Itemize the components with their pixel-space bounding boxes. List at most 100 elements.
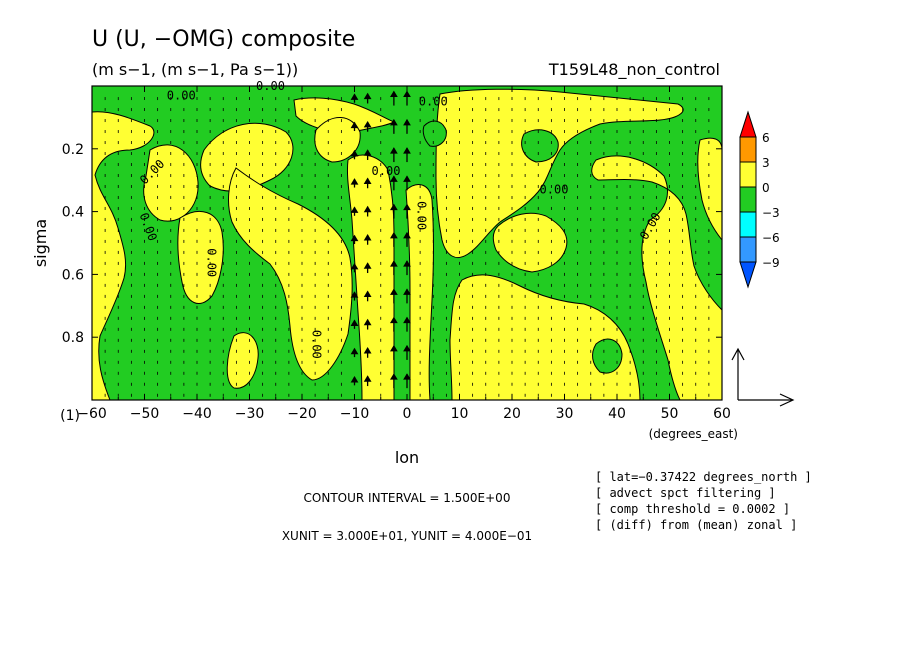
vector-arrowhead bbox=[350, 121, 359, 129]
vector-arrowhead bbox=[403, 260, 411, 267]
vector-arrowhead bbox=[403, 316, 411, 324]
vector-arrowhead bbox=[363, 149, 372, 156]
wind-vectors bbox=[92, 90, 722, 397]
vector-arrowhead bbox=[403, 175, 411, 182]
vector-arrowhead bbox=[363, 233, 372, 241]
vector-arrowhead bbox=[350, 319, 359, 326]
vector-arrowhead bbox=[389, 203, 398, 211]
note-line: [ comp threshold = 0.0002 ] bbox=[595, 502, 790, 516]
run-label: T159L48_non_control bbox=[548, 60, 720, 80]
x-tick-label: −20 bbox=[287, 406, 317, 422]
colorbar-segment bbox=[739, 161, 757, 188]
x-tick-label: −50 bbox=[130, 406, 160, 422]
contour-label: 0.00 bbox=[419, 95, 448, 109]
chart-title: U (U, −OMG) composite bbox=[92, 27, 355, 52]
contour-label: 0.00 bbox=[256, 79, 285, 93]
x-axis: −60 −50 −40 −30 −20 −10 0 10 20 30 40 50 60 bbox=[77, 86, 731, 422]
colorbar-segment bbox=[739, 211, 757, 238]
negative-islands bbox=[422, 120, 623, 374]
colorbar-segment bbox=[739, 186, 757, 213]
vector-arrowhead bbox=[363, 205, 372, 213]
vector-arrowhead bbox=[363, 375, 372, 382]
x-tick-label: −40 bbox=[182, 406, 212, 422]
vector-arrowhead bbox=[363, 290, 372, 297]
x-tick-label: −30 bbox=[235, 406, 265, 422]
colorbar-segment bbox=[739, 136, 757, 163]
vector-arrowhead bbox=[350, 93, 359, 100]
vector-arrowhead bbox=[389, 90, 398, 98]
colorbar-label: −6 bbox=[762, 231, 780, 245]
vector-arrowhead bbox=[403, 118, 411, 126]
contour-label: 0.00 bbox=[415, 201, 429, 230]
vector-arrowhead bbox=[403, 373, 411, 380]
x-axis-label: lon bbox=[395, 448, 419, 467]
colorbar-label: 6 bbox=[762, 131, 770, 145]
vector-arrowhead bbox=[389, 260, 398, 267]
contour-label: 0.00 bbox=[372, 164, 401, 178]
vector-arrowhead bbox=[389, 288, 398, 295]
y-tick-label: 0.2 bbox=[62, 142, 84, 158]
x-tick-label: 20 bbox=[503, 406, 521, 422]
vector-arrowhead bbox=[350, 347, 359, 355]
y-tick-label: 0.8 bbox=[62, 330, 84, 346]
colorbar-label: −3 bbox=[762, 206, 780, 220]
x-tick-label: 10 bbox=[451, 406, 469, 422]
plot-area bbox=[92, 86, 722, 400]
x-tick-label: 40 bbox=[608, 406, 626, 422]
vector-arrowhead bbox=[389, 231, 398, 239]
colorbar-segment bbox=[739, 236, 757, 263]
vector-arrowhead bbox=[363, 262, 372, 269]
x-tick-label: −60 bbox=[77, 406, 107, 422]
x-tick-label: 30 bbox=[556, 406, 574, 422]
vector-arrowhead bbox=[403, 203, 411, 211]
vector-arrowhead bbox=[350, 262, 359, 270]
colorbar-label: 0 bbox=[762, 181, 770, 195]
y-axis-label: sigma bbox=[31, 219, 50, 267]
vector-arrowhead bbox=[403, 90, 411, 98]
notes: [ lat=−0.37422 degrees_north ] [ advect s… bbox=[595, 470, 812, 532]
reference-vector bbox=[731, 347, 795, 407]
vector-arrowhead bbox=[350, 234, 359, 242]
vector-arrowhead bbox=[403, 147, 411, 154]
x-axis-unit: (degrees_east) bbox=[649, 427, 738, 441]
vector-arrowhead bbox=[389, 147, 398, 154]
contour-label: 0.00 bbox=[205, 248, 219, 277]
y-axis: 0.2 0.4 0.6 0.8 bbox=[62, 142, 722, 346]
vector-arrowhead bbox=[403, 231, 411, 239]
x-tick-label: 50 bbox=[661, 406, 679, 422]
x-tick-label: 0 bbox=[403, 406, 412, 422]
vector-arrowhead bbox=[350, 291, 359, 298]
vector-arrowhead bbox=[350, 375, 359, 383]
contour-label: 0.00 bbox=[310, 330, 324, 359]
vector-arrowhead bbox=[363, 318, 372, 326]
colorbar: 6 3 0 −3 −6 −9 bbox=[739, 110, 780, 289]
x-tick-label: 60 bbox=[713, 406, 731, 422]
vector-arrowhead bbox=[363, 177, 372, 184]
colorbar-max-arrow bbox=[739, 110, 757, 138]
contour-label: 0.00 bbox=[540, 183, 569, 197]
panel-label: (1) bbox=[60, 408, 80, 424]
chart-subtitle: (m s−1, (m s−1, Pa s−1)) bbox=[92, 60, 298, 79]
vector-arrowhead bbox=[403, 288, 411, 295]
y-tick-label: 0.4 bbox=[62, 205, 84, 221]
note-line: [ advect spct filtering ] bbox=[595, 486, 776, 500]
vector-units: XUNIT = 3.000E+01, YUNIT = 4.000E−01 bbox=[282, 529, 532, 543]
vector-arrowhead bbox=[389, 373, 398, 380]
colorbar-min-arrow bbox=[739, 261, 757, 289]
vector-arrowhead bbox=[389, 316, 398, 324]
colorbar-label: 3 bbox=[762, 156, 770, 170]
vector-arrowhead bbox=[363, 347, 372, 354]
y-tick-label: 0.6 bbox=[62, 267, 84, 283]
contour-label: 0.00 bbox=[167, 88, 196, 102]
x-tick-label: −10 bbox=[340, 406, 370, 422]
vector-arrowhead bbox=[389, 118, 398, 126]
vector-arrowhead bbox=[350, 178, 359, 185]
vector-arrowhead bbox=[389, 175, 398, 182]
vector-arrowhead bbox=[350, 206, 359, 213]
vector-arrowhead bbox=[389, 344, 398, 352]
positive-anomaly-regions bbox=[92, 88, 722, 400]
contour-interval: CONTOUR INTERVAL = 1.500E+00 bbox=[304, 491, 511, 505]
vector-arrowhead bbox=[363, 92, 372, 100]
